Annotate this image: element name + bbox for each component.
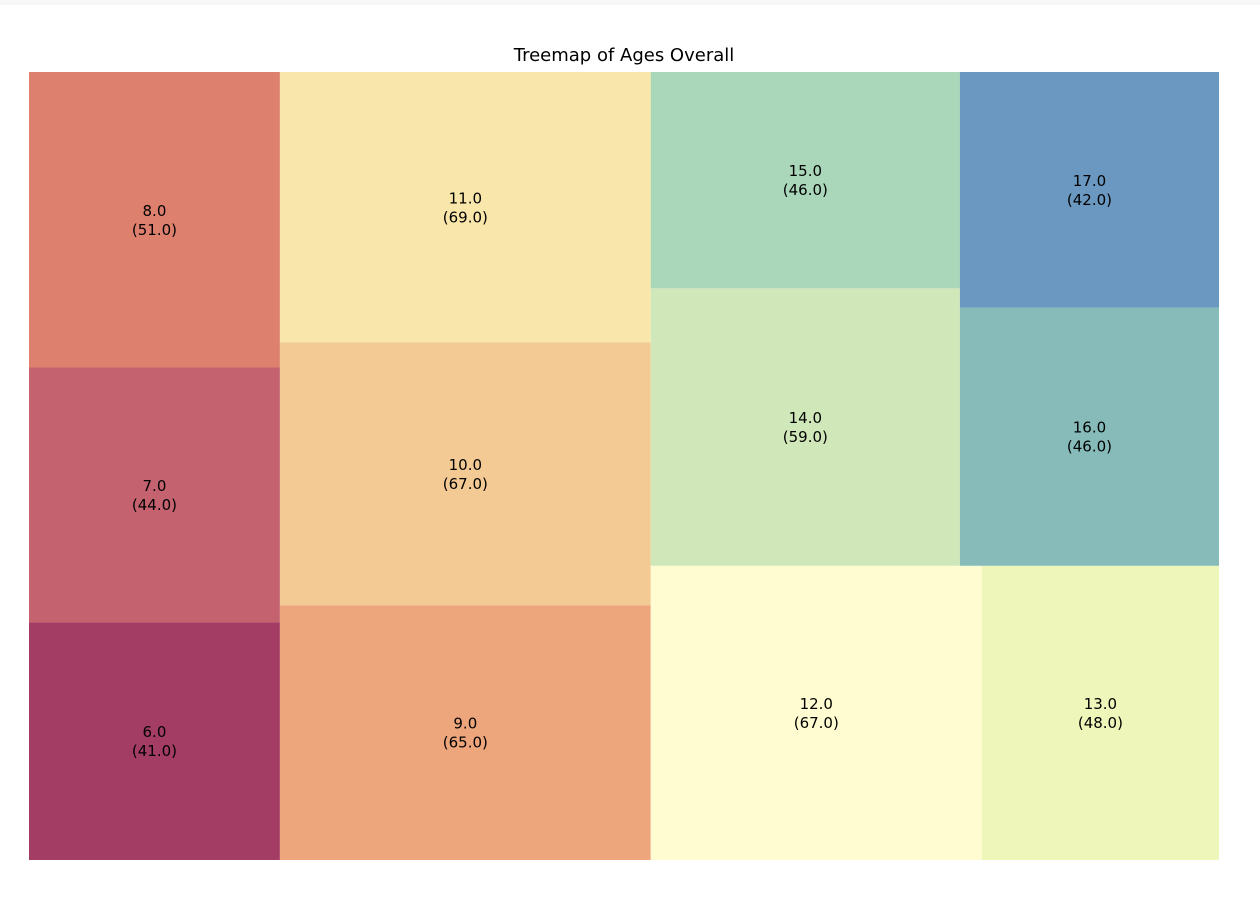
treemap-tile-6-0: [29, 622, 280, 860]
tile-label: 9.0: [453, 715, 477, 733]
treemap-tile-8-0: [29, 72, 280, 368]
tile-label: 8.0: [143, 202, 167, 220]
tile-value: (67.0): [443, 475, 488, 493]
tile-value: (46.0): [1067, 438, 1112, 456]
treemap-tile-7-0: [29, 367, 280, 623]
chart-title: Treemap of Ages Overall: [513, 45, 735, 66]
treemap-tile-17-0: [959, 72, 1219, 308]
tile-value: (67.0): [794, 714, 839, 732]
treemap-tile-11-0: [279, 72, 651, 343]
treemap-tile-15-0: [650, 72, 960, 289]
tile-value: (59.0): [783, 428, 828, 446]
top-strip: [0, 0, 1260, 5]
tile-label: 14.0: [789, 409, 822, 427]
tile-value: (42.0): [1067, 191, 1112, 209]
tile-label: 12.0: [800, 695, 833, 713]
tile-value: (48.0): [1078, 714, 1123, 732]
tile-label: 6.0: [143, 723, 167, 741]
treemap-tile-14-0: [650, 288, 960, 566]
tile-value: (41.0): [132, 742, 177, 760]
treemap-tile-12-0: [650, 565, 982, 860]
treemap-tiles: 6.0(41.0) 7.0(44.0) 8.0(51.0) 9.0(65.0) 10.0…: [29, 72, 1219, 860]
treemap-tile-10-0: [279, 342, 651, 606]
treemap-tile-16-0: [959, 307, 1219, 566]
tile-value: (46.0): [783, 181, 828, 199]
tile-value: (69.0): [443, 208, 488, 226]
tile-label: 7.0: [143, 477, 167, 495]
tile-label: 16.0: [1073, 419, 1106, 437]
tile-value: (51.0): [132, 221, 177, 239]
treemap-tile-9-0: [279, 605, 651, 860]
tile-label: 13.0: [1084, 695, 1117, 713]
tile-label: 15.0: [789, 162, 822, 180]
tile-label: 10.0: [449, 456, 482, 474]
tile-label: 17.0: [1073, 172, 1106, 190]
tile-value: (44.0): [132, 496, 177, 514]
tile-label: 11.0: [449, 189, 482, 207]
tile-value: (65.0): [443, 734, 488, 752]
treemap-tile-13-0: [981, 565, 1219, 860]
